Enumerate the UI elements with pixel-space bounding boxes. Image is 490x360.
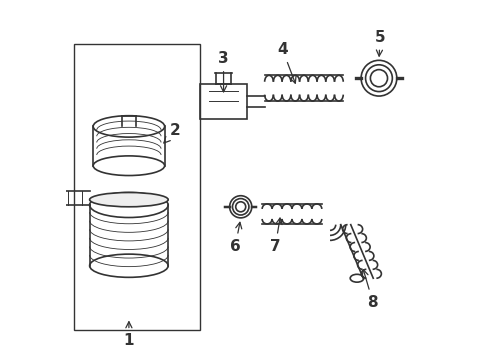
Text: 5: 5 [375,30,385,56]
Text: 8: 8 [362,270,378,310]
Bar [74,44,200,330]
Ellipse shape [90,193,168,207]
Text: 1: 1 [123,322,134,348]
Text: 3: 3 [218,51,229,92]
Text: 2: 2 [164,123,181,143]
Text: 4: 4 [277,42,296,83]
Text: 6: 6 [230,222,242,253]
Bar [200,84,247,119]
Text: 7: 7 [270,218,282,253]
